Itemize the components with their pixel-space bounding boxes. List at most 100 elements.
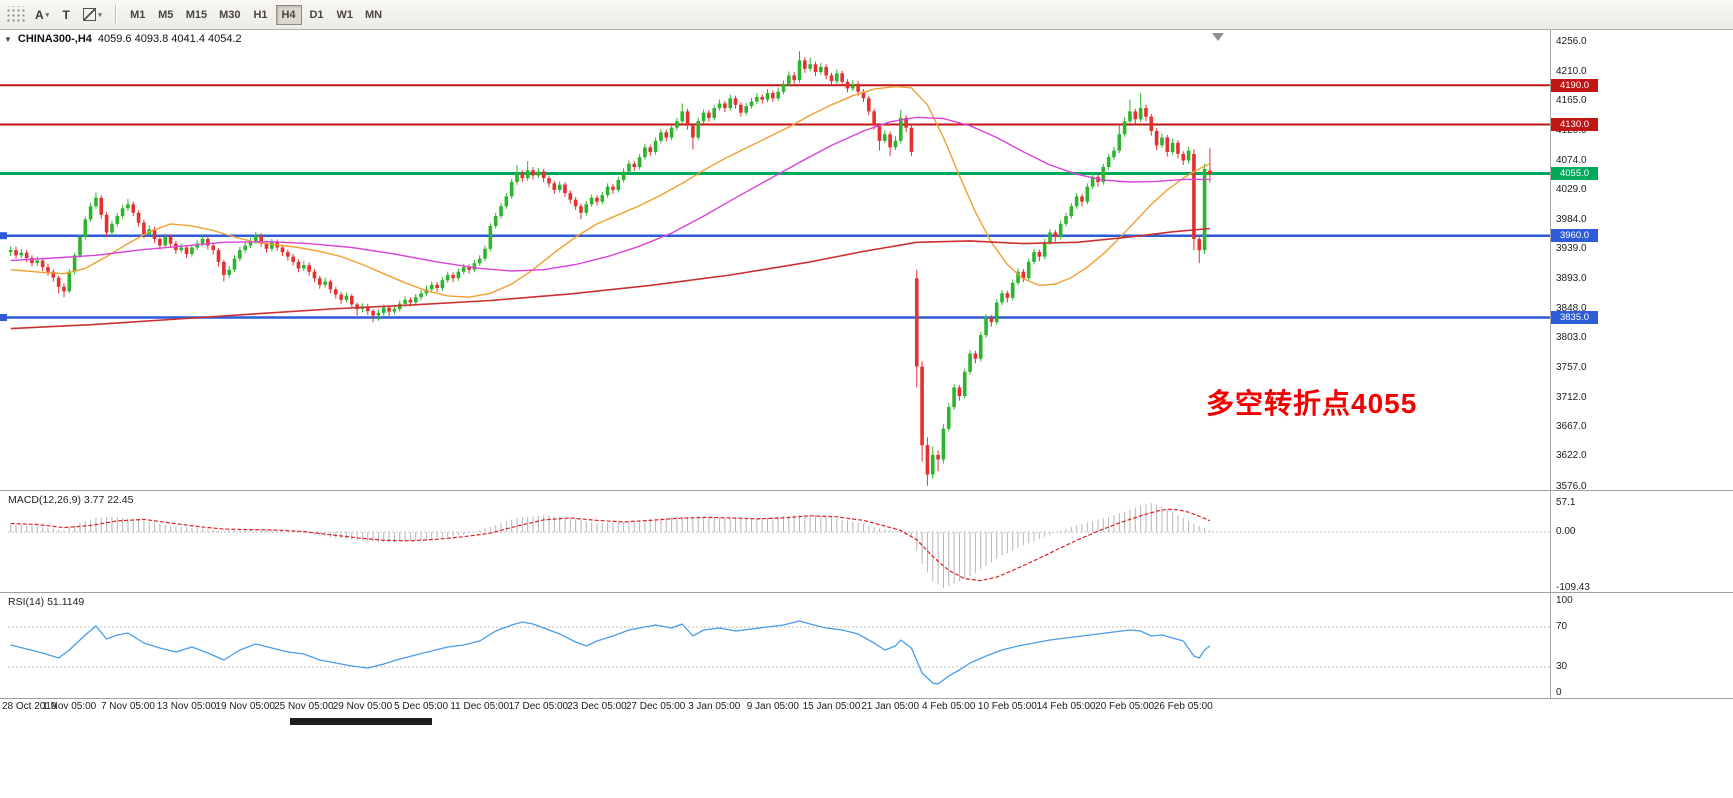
shapes-icon — [83, 8, 97, 21]
candle-body — [877, 125, 882, 141]
candle-body — [541, 171, 546, 179]
candle-body — [675, 121, 679, 128]
candle-body — [861, 91, 866, 99]
price-level-tag: 4055.0 — [1551, 167, 1598, 181]
candle-body — [467, 267, 471, 270]
price-axis-label: 4074.0 — [1556, 154, 1587, 166]
candle-body — [40, 260, 45, 268]
timeframe-button-m30[interactable]: M30 — [214, 5, 245, 25]
candle-body — [755, 96, 759, 102]
ma-fast-line[interactable] — [10, 85, 1211, 298]
candle-body — [312, 271, 317, 279]
candle-body — [1149, 116, 1154, 131]
candle-body — [936, 454, 940, 460]
candle-body — [435, 284, 439, 289]
rsi-axis-label: 0 — [1556, 687, 1562, 698]
candle-body — [477, 258, 482, 264]
candle-body — [461, 267, 466, 272]
level-line-left-mark — [0, 232, 7, 240]
time-axis-label: 17 Dec 05:00 — [508, 701, 569, 712]
candle-body — [547, 178, 551, 184]
timeframe-button-h4[interactable]: H4 — [275, 4, 302, 25]
chart-shift-marker[interactable] — [1212, 33, 1224, 41]
price-level-tag: 3960.0 — [1551, 229, 1598, 243]
candle-body — [1106, 157, 1111, 167]
price-axis-label: 3712.0 — [1556, 391, 1587, 403]
text-tool-button[interactable]: T — [55, 4, 77, 26]
timeframe-button-d1[interactable]: D1 — [304, 5, 330, 25]
candle-body — [307, 265, 311, 272]
timeframe-button-w1[interactable]: W1 — [332, 5, 359, 25]
candle-body — [286, 252, 290, 257]
ma-medium-line[interactable] — [10, 116, 1210, 272]
rsi-indicator-label: RSI(14) 51.1149 — [8, 596, 85, 608]
candle-body — [344, 295, 349, 300]
timeframe-button-h1[interactable]: H1 — [248, 5, 274, 25]
main-toolbar: A ▾ T ▾ M1 M5 M15 M30 H1 H4 D1 W1 MN — [0, 0, 1733, 30]
candle-body — [99, 197, 104, 215]
time-axis-label: 20 Feb 05:00 — [1095, 701, 1155, 712]
candle-body — [1202, 168, 1207, 251]
macd-histogram — [10, 503, 1211, 588]
timeframe-button-m15[interactable]: M15 — [181, 5, 212, 25]
candle-body — [83, 219, 88, 238]
candle-body — [8, 250, 13, 253]
time-axis-label: 25 Nov 05:00 — [274, 701, 334, 712]
chart-plot-area[interactable] — [8, 30, 1550, 699]
ma-slow-line[interactable] — [10, 227, 1210, 330]
toolbar-grip-icon[interactable] — [5, 5, 25, 24]
one-click-trading-toggle-icon[interactable]: ▼ — [4, 34, 12, 44]
candle-body — [627, 163, 631, 172]
candle-body — [413, 297, 418, 303]
price-axis-label: 3576.0 — [1556, 480, 1587, 492]
candle-body — [408, 299, 413, 303]
candle-body — [1074, 196, 1079, 207]
candle-body — [1122, 121, 1127, 135]
price-axis-label: 4210.0 — [1556, 65, 1587, 77]
chart-text-annotation[interactable]: 多空转折点4055 — [1206, 388, 1418, 419]
candle-body — [1160, 137, 1164, 146]
candle-body — [909, 127, 914, 152]
candle-body — [717, 103, 722, 109]
candle-body — [920, 366, 924, 446]
candle-body — [158, 238, 162, 246]
candle-body — [1042, 242, 1047, 257]
candle-body — [110, 223, 114, 233]
candle-body — [376, 312, 381, 316]
timeframe-button-m1[interactable]: M1 — [125, 5, 151, 25]
chart-window[interactable]: ▼ CHINA300-,H4 4059.6 4093.8 4041.4 4054… — [0, 30, 1733, 798]
candle-body — [323, 281, 327, 285]
time-axis-label: 28 Oct 2019 — [2, 701, 57, 712]
candle-body — [707, 112, 711, 118]
candle-body — [829, 75, 834, 82]
candle-body — [989, 317, 994, 323]
price-axis-label: 4256.0 — [1556, 35, 1587, 47]
candle-body — [840, 73, 844, 82]
time-axis-label: 9 Jan 05:00 — [746, 701, 799, 712]
timeframe-button-mn[interactable]: MN — [360, 5, 387, 25]
annotations-tool-button[interactable]: A ▾ — [31, 4, 53, 26]
candle-body — [728, 98, 733, 109]
candle-body — [14, 250, 18, 256]
shapes-tool-button[interactable]: ▾ — [79, 4, 106, 26]
time-axis-label: 29 Nov 05:00 — [332, 701, 393, 712]
rsi-line — [10, 620, 1211, 685]
candle-body — [78, 237, 82, 256]
candle-body — [238, 250, 242, 259]
candle-body — [925, 445, 930, 475]
price-level-tag: 4190.0 — [1551, 78, 1598, 92]
candle-body — [296, 261, 301, 269]
price-level-tag: 3835.0 — [1551, 311, 1598, 324]
time-axis-label: 1 Nov 05:00 — [42, 701, 97, 712]
candle-body — [744, 106, 749, 113]
candle-body — [67, 271, 72, 292]
candle-body — [1016, 271, 1020, 283]
candle-body — [781, 83, 786, 92]
chart-canvas — [0, 30, 1733, 699]
candle-body — [914, 278, 919, 367]
candle-body — [515, 173, 519, 183]
candle-body — [216, 250, 221, 262]
timeframe-button-m5[interactable]: M5 — [153, 5, 179, 25]
candle-body — [232, 258, 237, 270]
time-axis-label: 15 Jan 05:00 — [802, 701, 861, 712]
